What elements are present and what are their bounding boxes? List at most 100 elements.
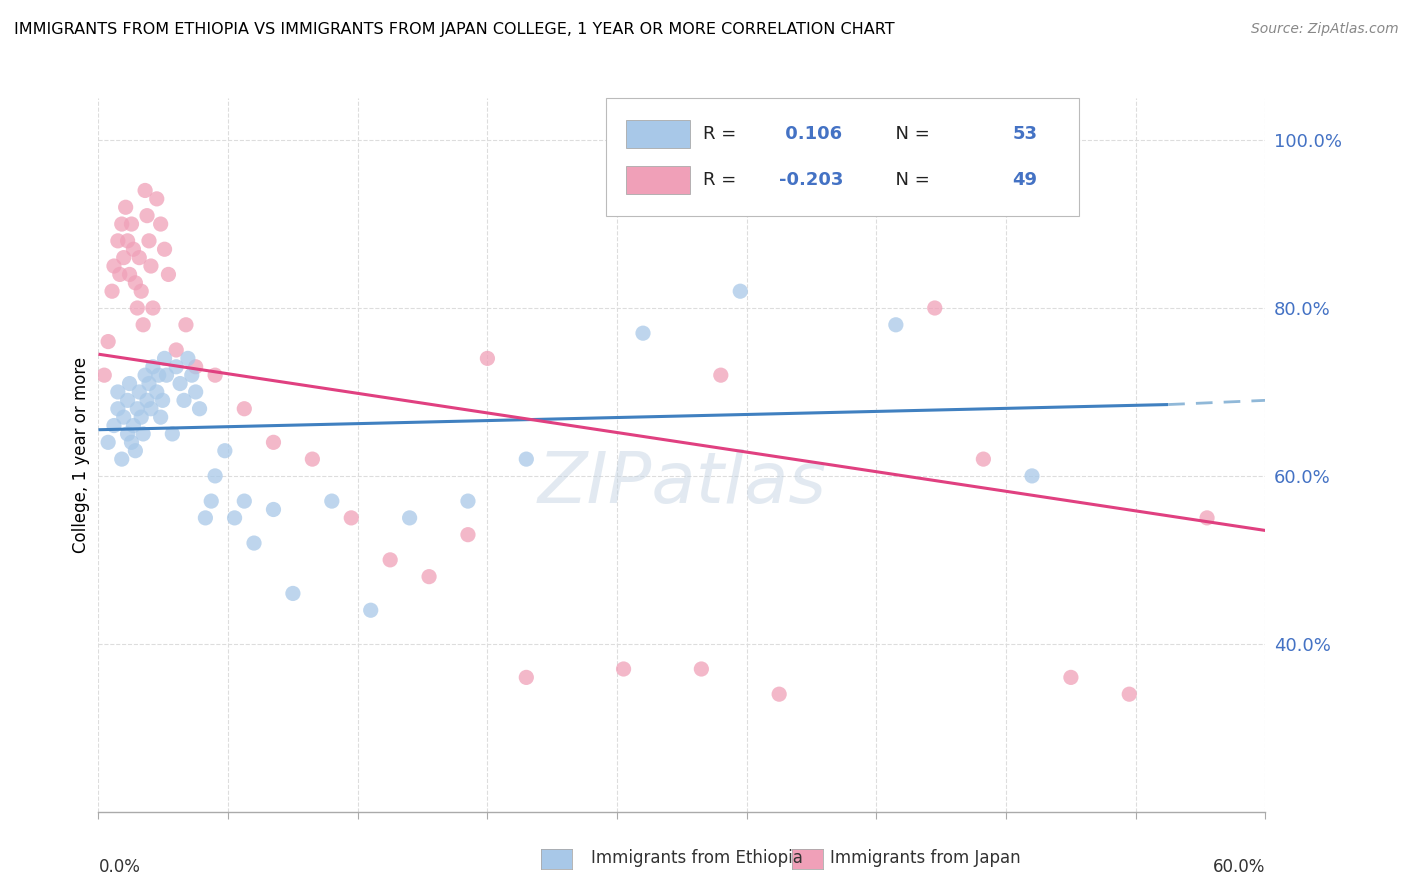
Point: [118, 268, 141, 282]
Point: [146, 192, 169, 206]
Point: [710, 368, 733, 383]
Point: [1118, 687, 1140, 701]
Bar: [626, 120, 690, 148]
Point: [97, 435, 120, 450]
Point: [1060, 670, 1083, 684]
Text: N =: N =: [884, 171, 935, 189]
Point: [631, 326, 654, 341]
Point: [173, 393, 195, 408]
Point: [730, 284, 752, 298]
Point: [224, 511, 246, 525]
Point: [457, 494, 479, 508]
Point: [108, 268, 131, 282]
Point: [1021, 469, 1043, 483]
Point: [398, 511, 420, 525]
Point: [118, 376, 141, 391]
Point: [613, 662, 636, 676]
Point: [107, 401, 129, 416]
Point: [515, 670, 537, 684]
Point: [127, 401, 149, 416]
Text: R =: R =: [703, 171, 742, 189]
Point: [515, 452, 537, 467]
Bar: [626, 166, 690, 194]
Point: [142, 359, 165, 374]
Point: [136, 209, 159, 223]
Text: ZIPatlas: ZIPatlas: [537, 449, 827, 518]
Point: [122, 418, 145, 433]
Point: [233, 494, 256, 508]
Point: [139, 401, 162, 416]
Point: [924, 301, 946, 315]
Text: -0.203: -0.203: [779, 171, 844, 189]
FancyBboxPatch shape: [606, 98, 1078, 216]
Y-axis label: College, 1 year or more: College, 1 year or more: [72, 357, 90, 553]
Point: [129, 284, 152, 298]
Point: [124, 276, 146, 290]
Text: 53: 53: [1012, 125, 1038, 143]
Point: [107, 234, 129, 248]
Point: [121, 217, 143, 231]
Point: [128, 384, 150, 399]
Text: Immigrants from Japan: Immigrants from Japan: [830, 849, 1021, 867]
Point: [132, 426, 155, 441]
Point: [214, 443, 236, 458]
Point: [136, 393, 159, 408]
Point: [262, 435, 284, 450]
Point: [768, 687, 790, 701]
Point: [884, 318, 907, 332]
Point: [149, 410, 172, 425]
Text: 49: 49: [1012, 171, 1038, 189]
Point: [200, 494, 222, 508]
Point: [149, 217, 172, 231]
Point: [153, 351, 176, 366]
Point: [93, 368, 115, 383]
Point: [97, 334, 120, 349]
Point: [378, 553, 402, 567]
Text: IMMIGRANTS FROM ETHIOPIA VS IMMIGRANTS FROM JAPAN COLLEGE, 1 YEAR OR MORE CORREL: IMMIGRANTS FROM ETHIOPIA VS IMMIGRANTS F…: [14, 22, 894, 37]
Point: [301, 452, 323, 467]
Point: [112, 251, 135, 265]
Text: 60.0%: 60.0%: [1213, 858, 1265, 876]
Point: [134, 368, 156, 383]
Point: [111, 217, 134, 231]
Point: [1195, 511, 1218, 525]
Point: [153, 242, 176, 256]
Text: Immigrants from Ethiopia: Immigrants from Ethiopia: [591, 849, 803, 867]
Point: [103, 418, 125, 433]
Point: [184, 384, 207, 399]
Point: [418, 569, 440, 583]
Point: [162, 426, 184, 441]
Point: [111, 452, 134, 467]
Point: [148, 368, 170, 383]
Text: 0.0%: 0.0%: [98, 858, 141, 876]
Point: [180, 368, 202, 383]
Point: [477, 351, 499, 366]
Point: [233, 401, 256, 416]
Point: [243, 536, 266, 550]
Text: R =: R =: [703, 125, 742, 143]
Point: [174, 318, 197, 332]
Point: [127, 301, 149, 315]
Point: [122, 242, 145, 256]
Point: [138, 234, 160, 248]
Point: [972, 452, 994, 467]
Point: [457, 527, 479, 541]
Point: [134, 184, 156, 198]
Point: [690, 662, 713, 676]
Point: [128, 251, 150, 265]
Point: [188, 401, 211, 416]
Point: [184, 359, 207, 374]
Point: [107, 384, 129, 399]
Point: [146, 384, 169, 399]
Point: [117, 393, 139, 408]
Point: [114, 200, 136, 214]
Point: [121, 435, 143, 450]
Point: [152, 393, 174, 408]
Point: [204, 469, 226, 483]
Point: [340, 511, 363, 525]
Text: 0.106: 0.106: [779, 125, 842, 143]
Point: [281, 586, 304, 600]
Point: [165, 359, 187, 374]
Point: [169, 376, 191, 391]
Point: [139, 259, 162, 273]
